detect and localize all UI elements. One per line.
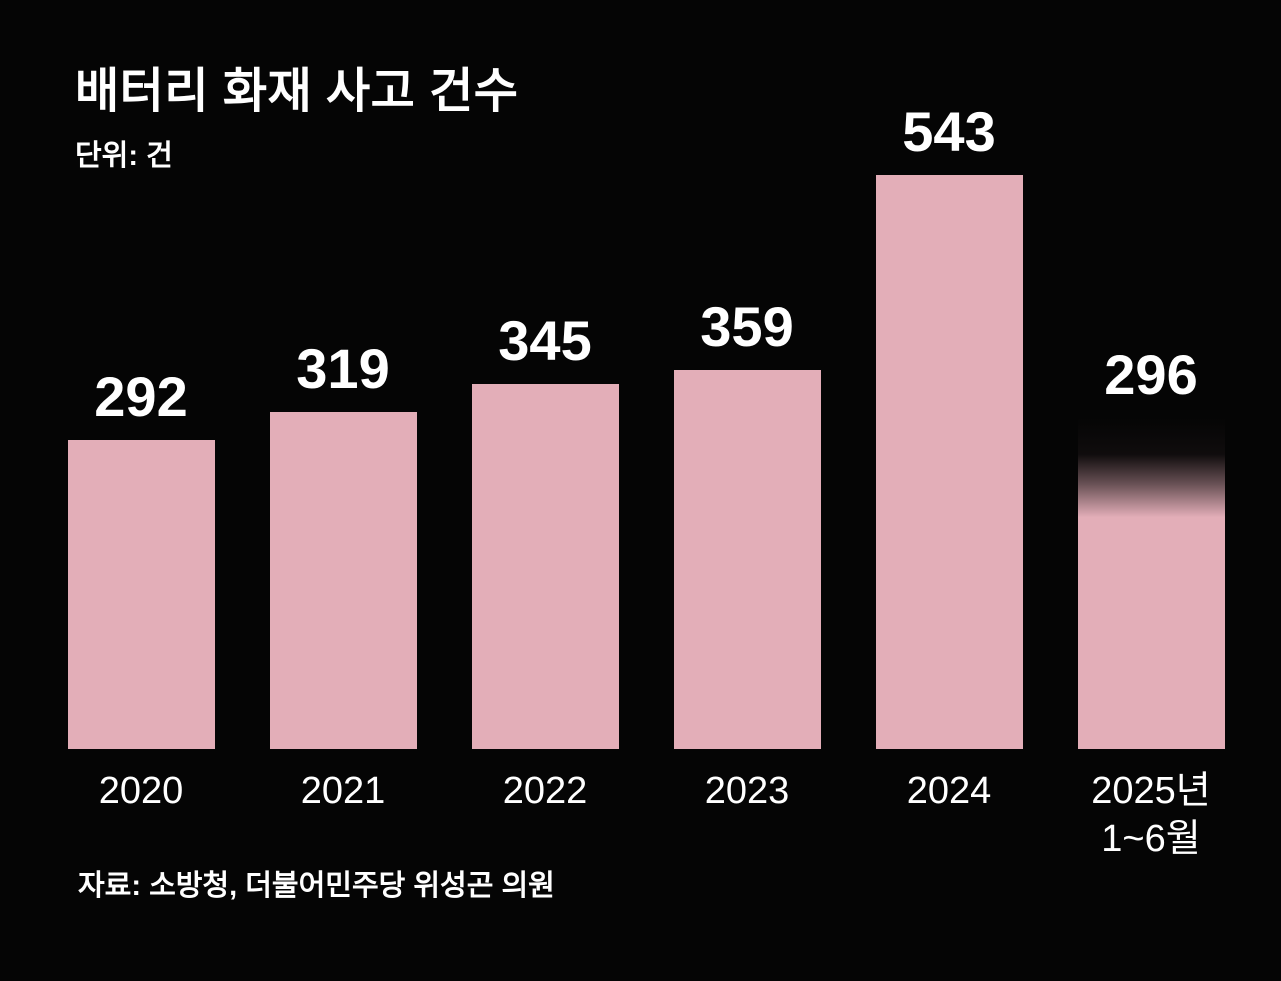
bar-2024	[875, 175, 1023, 749]
axis-label-2025: 2025년 1~6월	[1050, 768, 1252, 863]
bar-2020	[67, 440, 215, 749]
axis-label-2021: 2021	[300, 770, 386, 812]
bar-group-2022: 345	[444, 310, 646, 749]
bars-row: 292 319 345 359 543 296	[40, 100, 1252, 749]
bar-group-2024: 543	[848, 101, 1050, 749]
axis-label-2024: 2024	[906, 770, 992, 812]
axis-label-2023: 2023	[704, 770, 790, 812]
bar-2023	[673, 370, 821, 749]
bar-2025-partial	[1077, 418, 1225, 749]
chart-header: 배터리 화재 사고 건수 단위: 건	[75, 62, 518, 174]
bar-group-2021: 319	[242, 338, 444, 749]
bar-group-2020: 292	[40, 366, 242, 749]
bar-2022	[471, 384, 619, 749]
axis-label-2025-line1: 2025년	[1091, 770, 1211, 812]
x-axis-labels: 2020 2021 2022 2023 2024 2025년 1~6월	[40, 768, 1252, 863]
bar-value-2023: 359	[700, 295, 794, 359]
bar-value-2024: 543	[902, 100, 996, 164]
bar-value-2022: 345	[498, 309, 592, 373]
bar-value-2025: 296	[1104, 343, 1198, 407]
axis-label-2025-line2: 1~6월	[1101, 817, 1201, 860]
bar-value-2021: 319	[296, 337, 390, 401]
axis-label-2020: 2020	[98, 770, 184, 812]
chart-unit-label: 단위: 건	[75, 140, 173, 172]
bar-value-2020: 292	[94, 365, 188, 429]
bar-group-2023: 359	[646, 296, 848, 749]
bar-group-2025: 296	[1050, 344, 1252, 749]
source-credit: 자료: 소방청, 더불어민주당 위성곤 의원	[78, 870, 555, 902]
axis-label-2022: 2022	[502, 770, 588, 812]
bar-2021	[269, 412, 417, 749]
chart-title: 배터리 화재 사고 건수	[75, 65, 519, 118]
